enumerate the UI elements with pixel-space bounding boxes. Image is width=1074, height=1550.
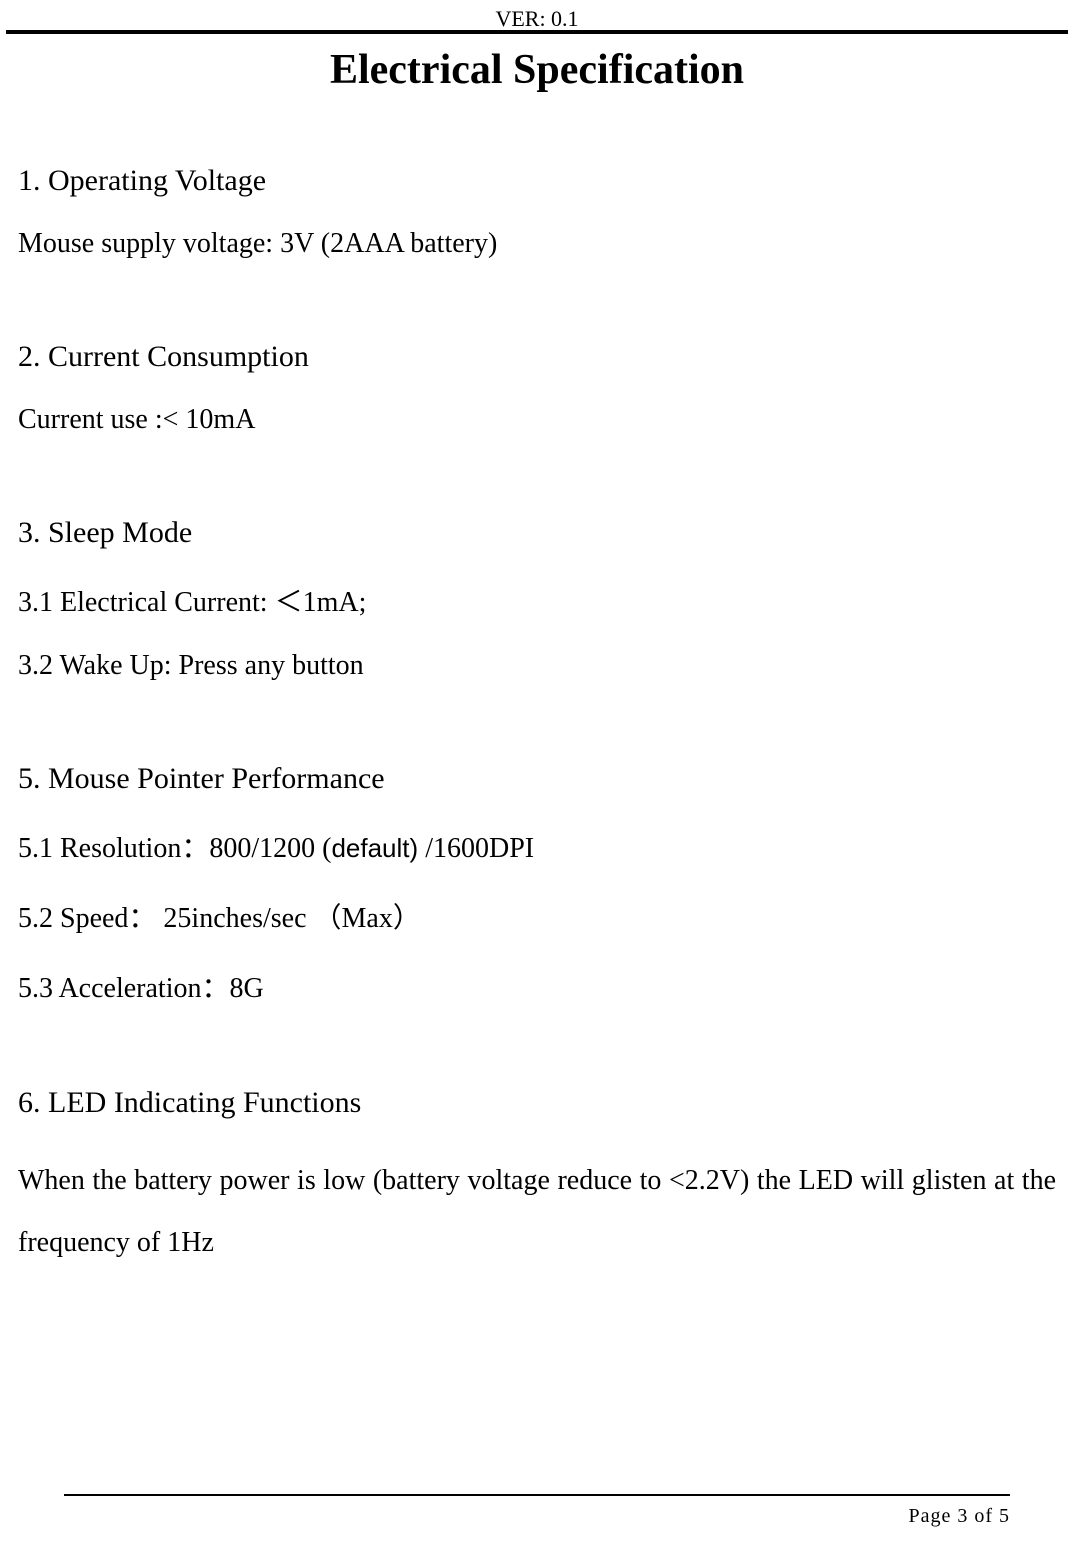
section-3-line-2: 3.2 Wake Up: Press any button [18,650,1056,682]
section-5-heading: 5. Mouse Pointer Performance [18,762,1056,796]
section-6-body: When the battery power is low (battery v… [18,1150,1056,1273]
resolution-post: /1600DPI [418,833,534,864]
page-footer: Page 3 of 5 [908,1505,1010,1528]
resolution-pre: 5.1 Resolution：800/1200 ( [18,833,331,864]
section-5-line-1: 5.1 Resolution：800/1200 (default) /1600D… [18,826,1056,866]
resolution-default-word: default) [331,833,418,863]
content-area: Electrical Specification 1. Operating Vo… [18,42,1056,1273]
section-6-heading: 6. LED Indicating Functions [18,1086,1056,1120]
section-2-heading: 2. Current Consumption [18,340,1056,374]
section-1-line: Mouse supply voltage: 3V (2AAA battery) [18,228,1056,260]
section-3-heading: 3. Sleep Mode [18,516,1056,550]
section-1-heading: 1. Operating Voltage [18,164,1056,198]
top-horizontal-rule [6,30,1068,34]
section-2-line: Current use :< 10mA [18,404,1056,436]
page-title: Electrical Specification [18,46,1056,94]
bottom-horizontal-rule [64,1494,1010,1496]
document-page: VER: 0.1 Electrical Specification 1. Ope… [0,0,1074,1550]
section-3-line-1: 3.1 Electrical Current: ＜1mA; [18,580,1056,620]
section-5-line-2: 5.2 Speed： 25inches/sec （Max） [18,896,1056,936]
section-5-line-3: 5.3 Acceleration：8G [18,966,1056,1006]
version-label: VER: 0.1 [0,6,1074,32]
